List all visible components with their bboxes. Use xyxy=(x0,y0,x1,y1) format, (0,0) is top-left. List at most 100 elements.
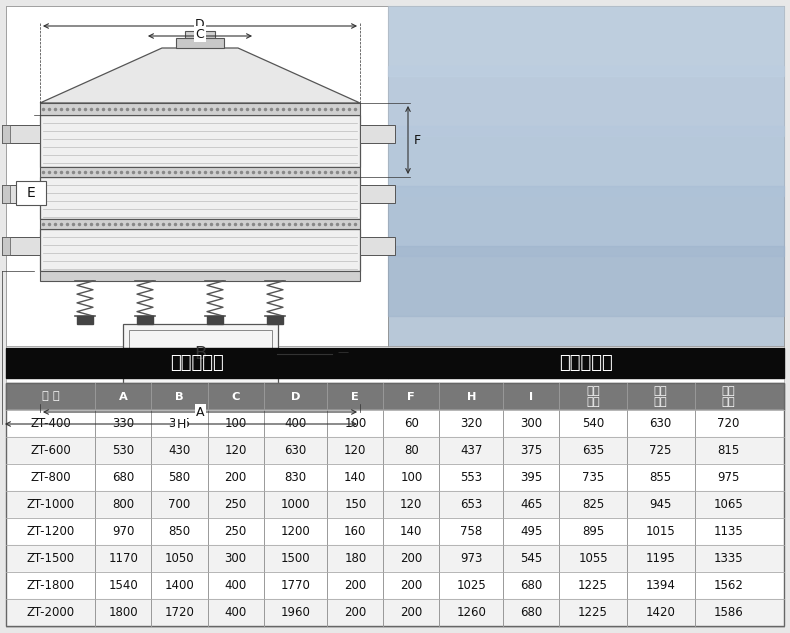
Bar xyxy=(6,437,784,464)
Bar xyxy=(6,491,784,518)
Text: ZT-400: ZT-400 xyxy=(30,417,71,430)
Text: 100: 100 xyxy=(224,417,246,430)
Text: 700: 700 xyxy=(168,498,190,511)
Text: 1720: 1720 xyxy=(164,606,194,619)
Text: 140: 140 xyxy=(401,525,423,538)
Bar xyxy=(77,316,93,324)
Text: 80: 80 xyxy=(404,444,419,457)
Text: 1200: 1200 xyxy=(280,525,310,538)
Text: 60: 60 xyxy=(404,417,419,430)
Text: 320: 320 xyxy=(460,417,483,430)
Text: 395: 395 xyxy=(520,471,542,484)
Bar xyxy=(40,177,360,219)
Text: 1335: 1335 xyxy=(713,552,743,565)
Bar xyxy=(40,384,360,404)
Text: ZT-600: ZT-600 xyxy=(30,444,71,457)
Text: 825: 825 xyxy=(582,498,604,511)
Text: 1000: 1000 xyxy=(280,498,310,511)
Bar xyxy=(360,237,395,255)
Text: 758: 758 xyxy=(460,525,483,538)
Bar xyxy=(388,348,784,378)
Text: 855: 855 xyxy=(649,471,672,484)
Text: H: H xyxy=(176,418,186,430)
Text: 1260: 1260 xyxy=(457,606,486,619)
Bar xyxy=(40,219,360,229)
Text: 495: 495 xyxy=(520,525,543,538)
Text: 二层
高度: 二层 高度 xyxy=(654,385,668,407)
Text: C: C xyxy=(231,391,239,401)
Text: 1800: 1800 xyxy=(109,606,138,619)
Bar xyxy=(6,599,784,626)
Bar xyxy=(6,545,784,572)
Text: 553: 553 xyxy=(461,471,483,484)
Text: H: H xyxy=(467,391,476,401)
Text: D: D xyxy=(195,18,205,30)
Polygon shape xyxy=(40,48,360,103)
Text: ZT-1800: ZT-1800 xyxy=(27,579,75,592)
Text: 530: 530 xyxy=(112,444,134,457)
Text: 437: 437 xyxy=(460,444,483,457)
Text: 545: 545 xyxy=(520,552,542,565)
Text: 100: 100 xyxy=(344,417,367,430)
Text: 653: 653 xyxy=(460,498,483,511)
Bar xyxy=(6,348,388,378)
Text: —: — xyxy=(337,347,348,357)
Text: I: I xyxy=(529,391,533,401)
Text: 180: 180 xyxy=(344,552,367,565)
Text: 200: 200 xyxy=(401,606,423,619)
Text: 200: 200 xyxy=(401,579,423,592)
Text: C: C xyxy=(196,27,205,41)
Text: 1050: 1050 xyxy=(164,552,194,565)
Text: 680: 680 xyxy=(112,471,134,484)
Bar xyxy=(185,31,215,38)
Bar xyxy=(388,6,784,346)
Text: 1065: 1065 xyxy=(713,498,743,511)
Text: 1135: 1135 xyxy=(713,525,743,538)
Text: 305: 305 xyxy=(168,417,190,430)
Text: 100: 100 xyxy=(401,471,423,484)
Text: F: F xyxy=(408,391,416,401)
Bar xyxy=(388,186,784,256)
Text: 300: 300 xyxy=(520,417,542,430)
Text: F: F xyxy=(414,134,421,146)
Text: 630: 630 xyxy=(284,444,307,457)
Text: A: A xyxy=(196,406,205,418)
Text: 160: 160 xyxy=(344,525,367,538)
Text: 400: 400 xyxy=(224,606,246,619)
Text: 1586: 1586 xyxy=(713,606,743,619)
Text: 400: 400 xyxy=(284,417,307,430)
Bar xyxy=(40,103,360,115)
Text: 1025: 1025 xyxy=(457,579,486,592)
Text: 外形尺寸圖: 外形尺寸圖 xyxy=(170,354,224,372)
Text: 1540: 1540 xyxy=(108,579,138,592)
Text: ZT-800: ZT-800 xyxy=(31,471,71,484)
Text: 895: 895 xyxy=(582,525,604,538)
Text: 725: 725 xyxy=(649,444,672,457)
Bar xyxy=(6,383,784,410)
Text: 945: 945 xyxy=(649,498,672,511)
Text: 800: 800 xyxy=(112,498,134,511)
Bar xyxy=(2,237,10,255)
Text: 150: 150 xyxy=(344,498,367,511)
Text: 720: 720 xyxy=(717,417,739,430)
Bar xyxy=(176,38,224,48)
Text: 型 号: 型 号 xyxy=(42,391,59,401)
Text: 400: 400 xyxy=(224,579,246,592)
Text: 970: 970 xyxy=(112,525,134,538)
Text: 一般結構圖: 一般結構圖 xyxy=(559,354,613,372)
Text: 200: 200 xyxy=(401,552,423,565)
Text: 200: 200 xyxy=(224,471,246,484)
Text: 375: 375 xyxy=(520,444,542,457)
Text: A: A xyxy=(119,391,128,401)
Bar xyxy=(207,316,223,324)
Bar xyxy=(388,126,784,196)
Bar xyxy=(2,237,40,255)
Text: 850: 850 xyxy=(168,525,190,538)
Text: 250: 250 xyxy=(224,525,246,538)
Bar xyxy=(6,572,784,599)
Text: ZT-2000: ZT-2000 xyxy=(27,606,75,619)
Bar xyxy=(388,6,784,76)
Text: 1562: 1562 xyxy=(713,579,743,592)
Text: 975: 975 xyxy=(717,471,739,484)
Bar xyxy=(6,518,784,545)
